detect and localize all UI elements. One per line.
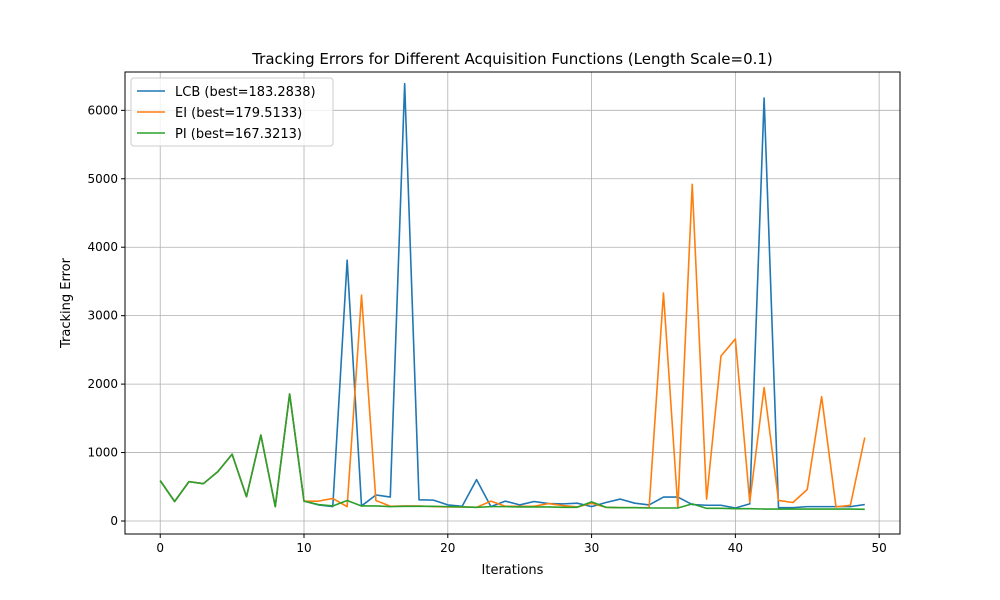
y-tick-label: 3000 [87, 309, 118, 323]
y-tick-label: 2000 [87, 377, 118, 391]
legend-entry-1: LCB (best=183.2838) [175, 85, 316, 100]
x-tick-label: 50 [872, 541, 887, 555]
y-axis-label: Tracking Error [59, 257, 74, 349]
series-line-3 [159, 393, 865, 511]
plot-frame [124, 71, 901, 535]
chart-title: Tracking Errors for Different Acquisitio… [251, 50, 773, 68]
x-tick-label: 40 [728, 541, 743, 555]
y-tick-label: 0 [110, 514, 118, 528]
y-tick-label: 5000 [87, 172, 118, 186]
legend-entry-3: PI (best=167.3213) [175, 127, 302, 142]
y-tick-label: 1000 [87, 446, 118, 460]
y-tick-label: 6000 [87, 103, 118, 117]
y-tick-label: 4000 [87, 240, 118, 254]
legend-entry-2: EI (best=179.5133) [175, 106, 302, 121]
x-tick-label: 10 [296, 541, 311, 555]
series-lines [159, 82, 866, 511]
x-tick-label: 20 [440, 541, 455, 555]
x-tick-label: 0 [156, 541, 164, 555]
x-tick-label: 30 [584, 541, 599, 555]
legend: LCB (best=183.2838) EI (best=179.5133) PI … [130, 77, 334, 147]
ticks: 0 10 20 30 40 50 0 1000 2000 3000 4000 5000 6000 [87, 103, 886, 555]
legend-box [130, 77, 334, 147]
x-axis-label: Iterations [482, 563, 544, 578]
